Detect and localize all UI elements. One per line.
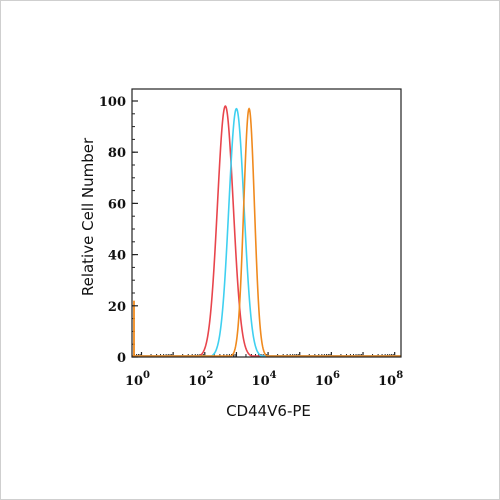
y-axis-ticks: 0 20 40 60 80 100 <box>99 95 138 366</box>
y-tick-label: 20 <box>108 300 126 315</box>
histogram-series-3 <box>132 107 401 357</box>
y-tick-label: 40 <box>108 249 126 264</box>
series-layer <box>132 105 401 357</box>
x-axis-ticks: 100 102 104 106 108 <box>125 370 403 389</box>
histogram-series-2 <box>132 107 401 357</box>
histogram-series-1 <box>132 105 401 357</box>
plot-area-border <box>131 88 402 358</box>
x-tick-label: 106 <box>315 370 340 389</box>
x-tick-label: 102 <box>188 370 213 389</box>
x-tick-label: 104 <box>252 370 277 389</box>
y-tick-label: 0 <box>117 351 126 366</box>
x-tick-label: 108 <box>378 370 403 389</box>
y-tick-label: 80 <box>108 146 126 161</box>
x-tick-label: 100 <box>125 370 150 389</box>
x-axis-title: CD44V6-PE <box>226 402 311 420</box>
y-tick-label: 100 <box>99 95 126 110</box>
y-tick-label: 60 <box>108 197 126 212</box>
y-axis-title: Relative Cell Number <box>79 137 97 296</box>
